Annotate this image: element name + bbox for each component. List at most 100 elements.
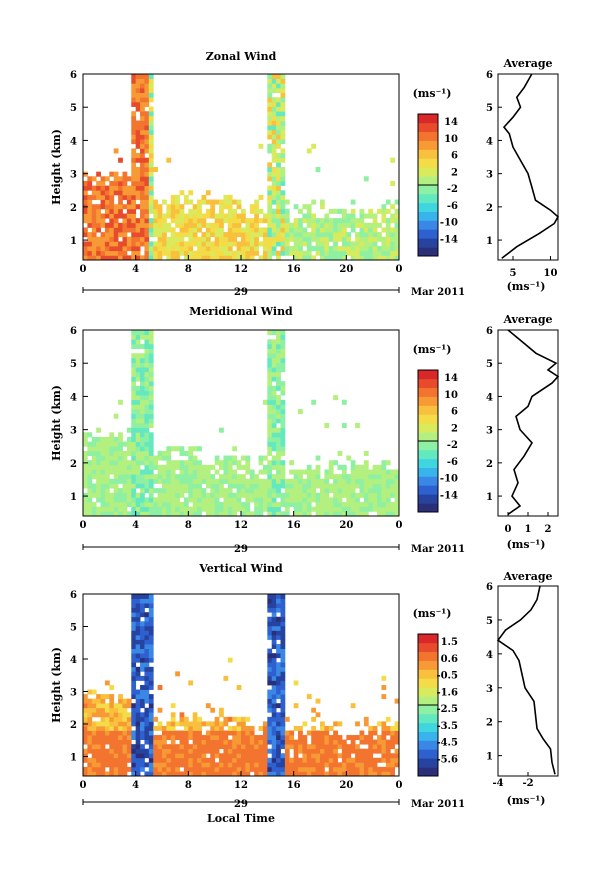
heatmap-cell	[271, 712, 277, 718]
heatmap-cell	[359, 218, 365, 224]
heatmap-cell	[144, 612, 150, 618]
heatmap-cell	[166, 450, 172, 456]
heatmap-cell	[289, 744, 295, 750]
heatmap-cell	[271, 639, 277, 645]
heatmap-cell	[126, 450, 132, 456]
heatmap-cell	[385, 241, 391, 247]
heatmap-cell	[96, 488, 101, 494]
heatmap-cell	[148, 685, 154, 690]
heatmap-cell	[355, 766, 360, 772]
heatmap-cell	[148, 671, 154, 677]
heatmap-cell	[350, 227, 356, 233]
heatmap-cell	[91, 753, 97, 759]
heatmap-cell	[289, 492, 295, 498]
heatmap-cell	[368, 488, 374, 494]
heatmap-cell	[276, 721, 281, 727]
heatmap-cell	[192, 716, 198, 722]
heatmap-cell	[267, 721, 273, 727]
heatmap-cell	[210, 762, 216, 768]
heatmap-cell	[144, 250, 150, 256]
heatmap-cell	[131, 97, 137, 103]
heatmap-cell	[131, 685, 137, 690]
heatmap-cell	[144, 162, 150, 168]
heatmap-cell	[390, 735, 396, 740]
heatmap-cell	[131, 171, 137, 177]
heatmap-cell	[249, 246, 255, 252]
heatmap-cell	[135, 139, 141, 145]
heatmap-cell	[359, 464, 365, 470]
heatmap-cell	[236, 478, 242, 484]
heatmap-cell	[135, 698, 141, 704]
heatmap-cell	[162, 753, 167, 759]
x-tick-label: 12	[234, 520, 248, 531]
heatmap-cell	[214, 232, 220, 238]
heatmap-cell	[175, 246, 180, 252]
heatmap-cell	[271, 666, 277, 672]
heatmap-cell	[289, 478, 295, 484]
heatmap-cell	[131, 441, 137, 447]
heatmap-cell	[236, 488, 242, 494]
heatmap-cell	[109, 204, 115, 210]
heatmap-cell	[96, 739, 101, 745]
heatmap-cell	[390, 725, 396, 731]
heatmap-cell	[131, 671, 137, 677]
heatmap-cell	[157, 246, 163, 252]
x-tick-label: 8	[185, 264, 192, 275]
heatmap-cell	[284, 766, 290, 772]
heatmap-cell	[104, 725, 110, 731]
date-label: 29	[234, 799, 248, 810]
heatmap-cell	[271, 662, 277, 668]
heatmap-cell	[201, 213, 207, 219]
heatmap-cell	[113, 255, 119, 261]
heatmap-cell	[148, 120, 154, 126]
heatmap-cell	[276, 371, 281, 377]
heatmap-cell	[355, 423, 360, 429]
heatmap-cell	[302, 506, 308, 512]
heatmap-cell	[100, 250, 106, 256]
heatmap-cell	[241, 748, 246, 754]
heatmap-cell	[214, 478, 220, 484]
heatmap-cell	[148, 762, 154, 768]
heatmap-cell	[175, 766, 180, 772]
heatmap-cell	[267, 766, 273, 772]
heatmap-cell	[135, 385, 141, 391]
heatmap-cell	[135, 74, 141, 80]
heatmap-cell	[311, 488, 317, 494]
heatmap-cell	[153, 739, 159, 745]
heatmap-cell	[227, 241, 233, 247]
heatmap-cell	[175, 497, 180, 503]
heatmap-cell	[118, 246, 123, 252]
heatmap-cell	[122, 712, 128, 718]
heatmap-cell	[381, 246, 387, 252]
heatmap-cell	[100, 232, 106, 238]
heatmap-cell	[377, 497, 382, 503]
heatmap-cell	[276, 227, 281, 233]
heatmap-cell	[372, 762, 378, 768]
heatmap-cell	[157, 744, 163, 750]
heatmap-cell	[232, 725, 238, 731]
heatmap-cell	[118, 744, 123, 750]
heatmap-cell	[179, 762, 185, 768]
heatmap-cell	[113, 176, 119, 182]
heatmap-cell	[368, 725, 374, 731]
heatmap-cell	[280, 153, 286, 159]
heatmap-cell	[140, 474, 145, 480]
heatmap-cell	[236, 730, 242, 736]
heatmap-cell	[245, 236, 251, 242]
heatmap-cell	[372, 246, 378, 252]
heatmap-cell	[346, 455, 352, 461]
heatmap-cell	[372, 497, 378, 503]
heatmap-cell	[135, 157, 141, 163]
heatmap-cell	[126, 218, 132, 224]
heatmap-cell	[267, 111, 273, 117]
heatmap-cell	[104, 730, 110, 736]
heatmap-cell	[201, 497, 207, 503]
heatmap-cell	[341, 506, 347, 512]
heatmap-cell	[148, 255, 154, 261]
heatmap-cell	[83, 766, 88, 772]
heatmap-cell	[333, 250, 338, 256]
heatmap-cell	[341, 218, 347, 224]
heatmap-cell	[122, 748, 128, 754]
heatmap-cell	[188, 455, 194, 461]
heatmap-cell	[311, 483, 317, 489]
